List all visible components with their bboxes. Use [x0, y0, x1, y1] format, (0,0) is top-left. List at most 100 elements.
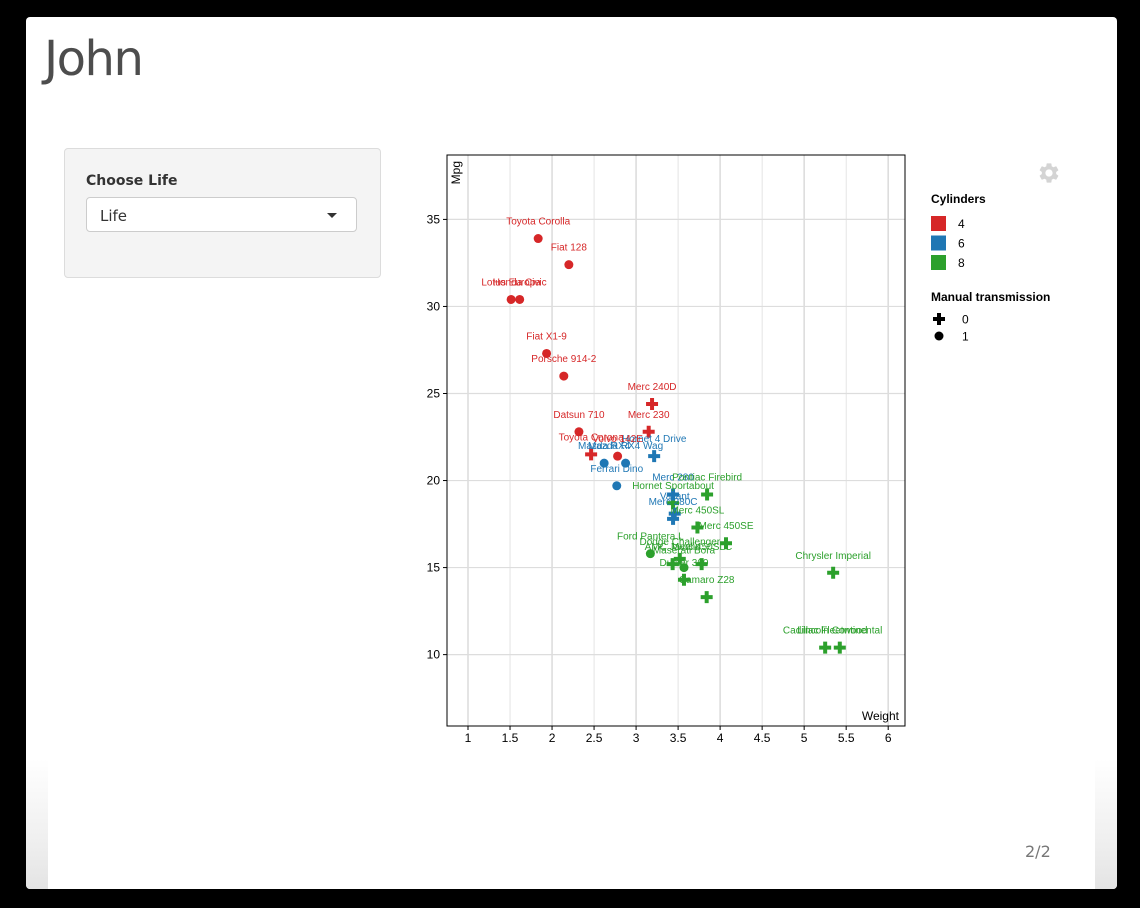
- choose-life-label: Choose Life: [86, 173, 178, 189]
- plot-frame: [446, 154, 906, 727]
- data-point[interactable]: [542, 348, 552, 358]
- data-point[interactable]: [679, 563, 689, 573]
- life-select[interactable]: Life: [86, 197, 357, 232]
- y-tick-label: 20: [427, 474, 441, 488]
- legend-swatch: [931, 235, 946, 251]
- point-label: Merc 280C: [649, 497, 698, 508]
- x-tick-label: 4.5: [754, 731, 771, 745]
- data-point[interactable]: [666, 558, 679, 571]
- slide: John Choose Life Life 2/2 1 1.5 2 2.5 3 3.5 4 4…: [26, 17, 1117, 889]
- data-point[interactable]: [574, 427, 584, 437]
- point-label: Merc 450SLC: [671, 542, 732, 553]
- point-label: Ferrari Dino: [590, 464, 643, 475]
- y-tick-label: 30: [427, 299, 441, 313]
- point-label: Maserati Bora: [653, 546, 716, 557]
- legend-swatch: [931, 216, 946, 231]
- point-label: Honda Civic: [493, 277, 547, 288]
- data-point[interactable]: [667, 497, 680, 510]
- x-tick-label: 5.5: [838, 731, 855, 745]
- point-label: Merc 280: [652, 472, 694, 483]
- data-point[interactable]: [642, 425, 655, 438]
- point-label: Chrysler Imperial: [795, 551, 871, 562]
- chart-grid: [447, 155, 905, 726]
- y-tick-label: 35: [427, 212, 441, 226]
- data-point[interactable]: [506, 294, 516, 304]
- page-number: 2/2: [1025, 842, 1051, 861]
- x-tick-label: 4: [717, 731, 724, 745]
- y-tick-label: 10: [427, 648, 441, 662]
- data-point[interactable]: [827, 566, 840, 579]
- x-tick-label: 5: [801, 731, 808, 745]
- data-point[interactable]: [645, 549, 655, 559]
- data-point[interactable]: [700, 591, 713, 604]
- point-label: Fiat X1-9: [526, 331, 567, 342]
- point-label: Toyota Corolla: [506, 217, 570, 228]
- point-label: Dodge Challenger: [639, 537, 720, 548]
- chevron-down-icon: [327, 213, 337, 218]
- x-tick-label: 1: [465, 731, 472, 745]
- x-tick-label: 6: [885, 731, 892, 745]
- point-label: Mazda RX4 Wag: [588, 441, 663, 452]
- legend-shape-entries: 01: [933, 313, 969, 344]
- data-point[interactable]: [533, 234, 543, 244]
- data-point[interactable]: [695, 558, 708, 571]
- data-point[interactable]: [648, 450, 661, 463]
- point-label: Valiant: [660, 492, 690, 503]
- point-label: Toyota Corona: [559, 432, 624, 443]
- legend-color-label: 4: [958, 217, 965, 231]
- x-tick-label: 2.5: [586, 731, 603, 745]
- point-label: Duster 360: [660, 558, 709, 569]
- point-label: Porsche 914-2: [531, 354, 596, 365]
- data-point[interactable]: [720, 537, 733, 550]
- data-point[interactable]: [819, 641, 832, 654]
- y-tick-label: 15: [427, 561, 441, 575]
- data-point[interactable]: [599, 458, 609, 468]
- y-tick-label: 25: [427, 386, 441, 400]
- sidebar-panel: Choose Life Life: [64, 148, 381, 278]
- legend-cross-marker: [933, 313, 945, 325]
- point-label: Volvo 142E: [592, 434, 643, 445]
- data-point[interactable]: [515, 294, 525, 304]
- data-point[interactable]: [564, 260, 574, 270]
- data-point[interactable]: [833, 641, 846, 654]
- legend-shape-label: 1: [962, 330, 969, 344]
- legend-circle-marker: [934, 331, 944, 341]
- point-label: Hornet Sportabout: [632, 481, 714, 492]
- y-axis-title: Mpg: [449, 161, 463, 184]
- point-label: Merc 240D: [628, 382, 677, 393]
- point-label: Mazda RX4: [578, 441, 631, 452]
- data-point[interactable]: [677, 573, 690, 586]
- point-label: Cadillac Fleetwood: [783, 626, 868, 637]
- point-label: Camaro Z28: [679, 575, 735, 586]
- data-point[interactable]: [691, 521, 704, 534]
- axis-ticks: 1 1.5 2 2.5 3 3.5 4 4.5 5 5.5 6 10 15 20 25 30 35: [427, 212, 892, 745]
- point-label: Lincoln Continental: [797, 626, 882, 637]
- legend-color-title: Cylinders: [931, 192, 986, 206]
- data-point[interactable]: [673, 552, 686, 565]
- point-label: Merc 450SL: [670, 506, 724, 517]
- page-title: John: [44, 31, 144, 87]
- data-point[interactable]: [612, 481, 622, 491]
- data-point[interactable]: [701, 488, 714, 501]
- legend-color-label: 8: [958, 256, 965, 270]
- data-point[interactable]: [667, 512, 680, 525]
- point-label: Datsun 710: [553, 410, 605, 421]
- data-point[interactable]: [559, 371, 569, 381]
- data-point[interactable]: [613, 451, 623, 461]
- data-point[interactable]: [585, 448, 598, 461]
- data-point[interactable]: [646, 397, 659, 410]
- point-label: Merc 450SE: [698, 521, 753, 532]
- point-label: AMC Javelin: [645, 542, 701, 553]
- gear-icon[interactable]: [1037, 161, 1061, 185]
- data-point[interactable]: [621, 458, 631, 468]
- legend-shape-label: 0: [962, 313, 969, 327]
- point-label: Hornet 4 Drive: [622, 434, 687, 445]
- legend-shape-title: Manual transmission: [931, 290, 1050, 304]
- x-tick-label: 3: [633, 731, 640, 745]
- x-tick-label: 3.5: [670, 731, 687, 745]
- point-label: Fiat 128: [551, 243, 588, 254]
- point-label: Merc 230: [628, 410, 670, 421]
- data-point[interactable]: [667, 488, 680, 501]
